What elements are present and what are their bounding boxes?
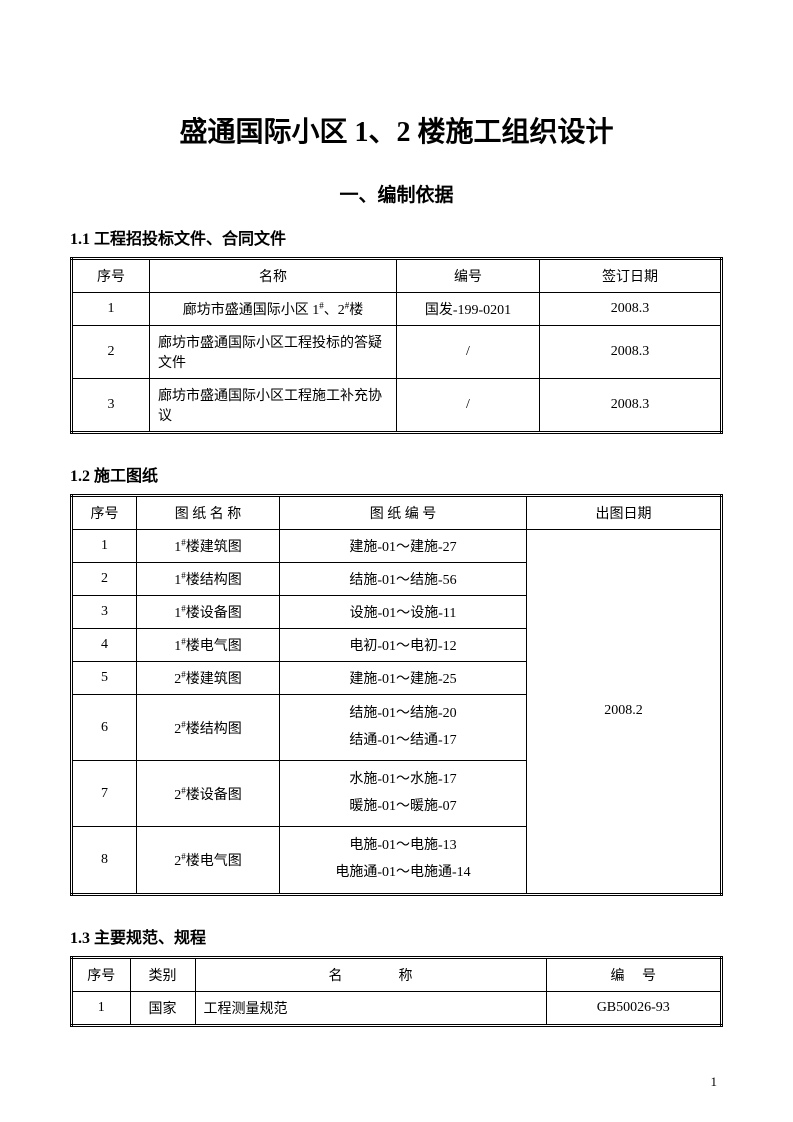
cell-name: 2#楼设备图 <box>137 761 280 827</box>
table-1-1: 序号 名称 编号 签订日期 1 廊坊市盛通国际小区 1#、2#楼 国发-199-… <box>70 257 723 434</box>
cell-no: 1 <box>72 991 131 1025</box>
cell-name: 工程测量规范 <box>195 991 546 1025</box>
table-row: 2 廊坊市盛通国际小区工程投标的答疑文件 / 2008.3 <box>72 326 722 379</box>
cell-no: 2 <box>72 563 137 596</box>
txt: 楼结构图 <box>186 722 242 737</box>
txt: 楼电气图 <box>186 854 242 869</box>
section-1-1-heading: 1.1 工程招投标文件、合同文件 <box>70 225 723 249</box>
cell-no: 2 <box>72 326 150 379</box>
table-row: 序号 名称 编号 签订日期 <box>72 259 722 293</box>
txt: 结施-01～结施-20 <box>286 701 520 728</box>
section-1-2-heading: 1.2 施工图纸 <box>70 462 723 486</box>
cell-name: 2#楼电气图 <box>137 827 280 894</box>
txt: 楼结构图 <box>186 573 242 588</box>
txt: 楼建筑图 <box>186 540 242 555</box>
cell-code: / <box>397 379 540 433</box>
th-date: 出图日期 <box>527 496 722 530</box>
cell-code: / <box>397 326 540 379</box>
txt: 廊坊市盛通国际小区 1 <box>183 303 320 318</box>
cell-code: 建施-01～建施-25 <box>280 662 527 695</box>
table-row: 1 国家 工程测量规范 GB50026-93 <box>72 991 722 1025</box>
th-name: 名 称 <box>195 957 546 991</box>
txt: 电施通-01～电施通-14 <box>286 860 520 887</box>
cell-name: 1#楼建筑图 <box>137 530 280 563</box>
cell-no: 8 <box>72 827 137 894</box>
table-row: 1 廊坊市盛通国际小区 1#、2#楼 国发-199-0201 2008.3 <box>72 293 722 326</box>
th-no: 序号 <box>72 957 131 991</box>
table-1-3: 序号 类别 名 称 编 号 1 国家 工程测量规范 GB50026-93 <box>70 956 723 1027</box>
cell-no: 6 <box>72 695 137 761</box>
th-no: 序号 <box>72 496 137 530</box>
cell-no: 7 <box>72 761 137 827</box>
cell-code: GB50026-93 <box>546 991 722 1025</box>
txt: 称 <box>399 969 413 984</box>
cell-name: 廊坊市盛通国际小区 1#、2#楼 <box>150 293 397 326</box>
table-row: 3 廊坊市盛通国际小区工程施工补充协议 / 2008.3 <box>72 379 722 433</box>
cell-date: 2008.3 <box>540 379 722 433</box>
cell-no: 5 <box>72 662 137 695</box>
page-number: 1 <box>711 1074 718 1090</box>
cell-name: 1#楼设备图 <box>137 596 280 629</box>
txt: 楼电气图 <box>186 639 242 654</box>
cell-date: 2008.2 <box>527 530 722 895</box>
th-code: 图 纸 编 号 <box>280 496 527 530</box>
th-code: 编 号 <box>546 957 722 991</box>
table-row: 序号 类别 名 称 编 号 <box>72 957 722 991</box>
th-name: 图 纸 名 称 <box>137 496 280 530</box>
document-title: 盛通国际小区 1、2 楼施工组织设计 <box>70 110 723 150</box>
txt: 、2 <box>324 303 345 318</box>
txt: 名 <box>329 969 343 984</box>
cell-no: 1 <box>72 293 150 326</box>
cell-name: 1#楼结构图 <box>137 563 280 596</box>
cell-code: 电施-01～电施-13 电施通-01～电施通-14 <box>280 827 527 894</box>
cell-date: 2008.3 <box>540 293 722 326</box>
txt: 楼设备图 <box>186 788 242 803</box>
cell-code: 结施-01～结施-20 结通-01～结通-17 <box>280 695 527 761</box>
th-no: 序号 <box>72 259 150 293</box>
th-name: 名称 <box>150 259 397 293</box>
cell-name: 廊坊市盛通国际小区工程施工补充协议 <box>150 379 397 433</box>
cell-name: 1#楼电气图 <box>137 629 280 662</box>
txt: 楼建筑图 <box>186 672 242 687</box>
cell-no: 1 <box>72 530 137 563</box>
cell-name: 2#楼建筑图 <box>137 662 280 695</box>
txt: 楼设备图 <box>186 606 242 621</box>
cell-no: 3 <box>72 596 137 629</box>
table-1-2: 序号 图 纸 名 称 图 纸 编 号 出图日期 1 1#楼建筑图 建施-01～建… <box>70 494 723 896</box>
txt: 水施-01～水施-17 <box>286 767 520 794</box>
txt: 编 <box>611 969 625 984</box>
cell-no: 3 <box>72 379 150 433</box>
txt: 结通-01～结通-17 <box>286 728 520 755</box>
th-date: 签订日期 <box>540 259 722 293</box>
cell-code: 设施-01～设施-11 <box>280 596 527 629</box>
th-cat: 类别 <box>130 957 195 991</box>
cell-date: 2008.3 <box>540 326 722 379</box>
cell-code: 水施-01～水施-17 暖施-01～暖施-07 <box>280 761 527 827</box>
section-1-3-heading: 1.3 主要规范、规程 <box>70 924 723 948</box>
cell-cat: 国家 <box>130 991 195 1025</box>
th-code: 编号 <box>397 259 540 293</box>
cell-name: 2#楼结构图 <box>137 695 280 761</box>
cell-code: 建施-01～建施-27 <box>280 530 527 563</box>
cell-code: 国发-199-0201 <box>397 293 540 326</box>
cell-name: 廊坊市盛通国际小区工程投标的答疑文件 <box>150 326 397 379</box>
document-page: 盛通国际小区 1、2 楼施工组织设计 一、编制依据 1.1 工程招投标文件、合同… <box>0 0 793 1122</box>
cell-code: 电初-01～电初-12 <box>280 629 527 662</box>
cell-no: 4 <box>72 629 137 662</box>
table-row: 1 1#楼建筑图 建施-01～建施-27 2008.2 <box>72 530 722 563</box>
document-subtitle: 一、编制依据 <box>70 180 723 207</box>
cell-code: 结施-01～结施-56 <box>280 563 527 596</box>
txt: 楼 <box>349 303 363 318</box>
txt: 电施-01～电施-13 <box>286 833 520 860</box>
table-row: 序号 图 纸 名 称 图 纸 编 号 出图日期 <box>72 496 722 530</box>
txt: 暖施-01～暖施-07 <box>286 794 520 821</box>
txt: 号 <box>642 969 656 984</box>
